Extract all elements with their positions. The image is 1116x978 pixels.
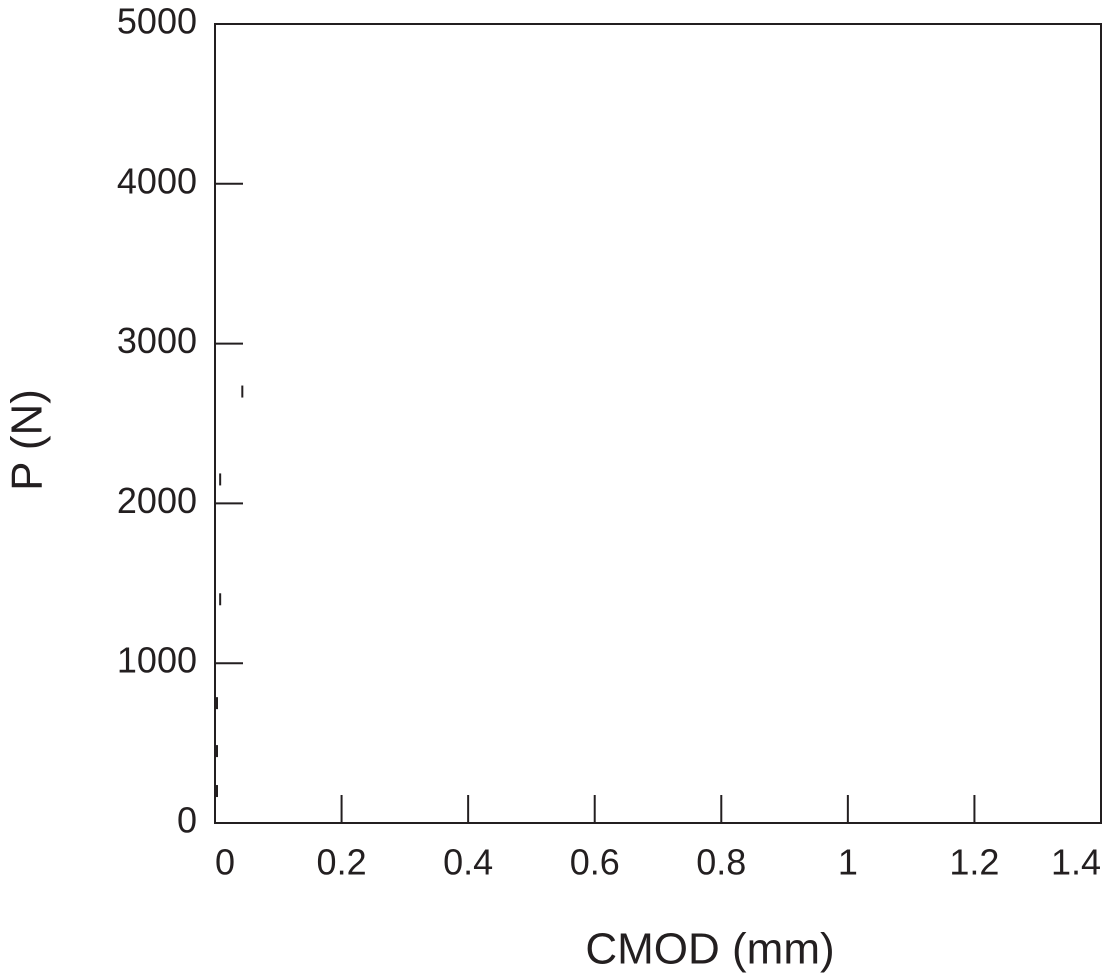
x-tick-label: 1.4	[1051, 842, 1101, 883]
y-axis-label: P (N)	[3, 389, 52, 491]
y-tick-label: 2000	[117, 480, 197, 521]
x-tick-label: 1.2	[949, 842, 999, 883]
x-tick-label: 0.8	[696, 842, 746, 883]
x-tick-label: 1	[838, 842, 858, 883]
data-point	[216, 785, 218, 798]
x-axis-label: CMOD (mm)	[585, 925, 834, 974]
x-tick-label: 0.4	[443, 842, 493, 883]
data-point	[216, 697, 218, 710]
data-point	[216, 745, 218, 758]
data-point	[241, 385, 244, 398]
x-tick-label: 0.6	[570, 842, 620, 883]
y-tick-label: 0	[177, 800, 197, 841]
x-tick-label: 0.2	[317, 842, 367, 883]
data-point	[219, 593, 222, 606]
y-tick-label: 4000	[117, 160, 197, 201]
data-point	[219, 473, 222, 486]
y-tick-label: 3000	[117, 320, 197, 361]
x-tick-label: 0	[215, 842, 235, 883]
plot-frame	[214, 23, 1102, 824]
y-tick-label: 5000	[117, 1, 197, 42]
y-tick-label: 1000	[117, 640, 197, 681]
